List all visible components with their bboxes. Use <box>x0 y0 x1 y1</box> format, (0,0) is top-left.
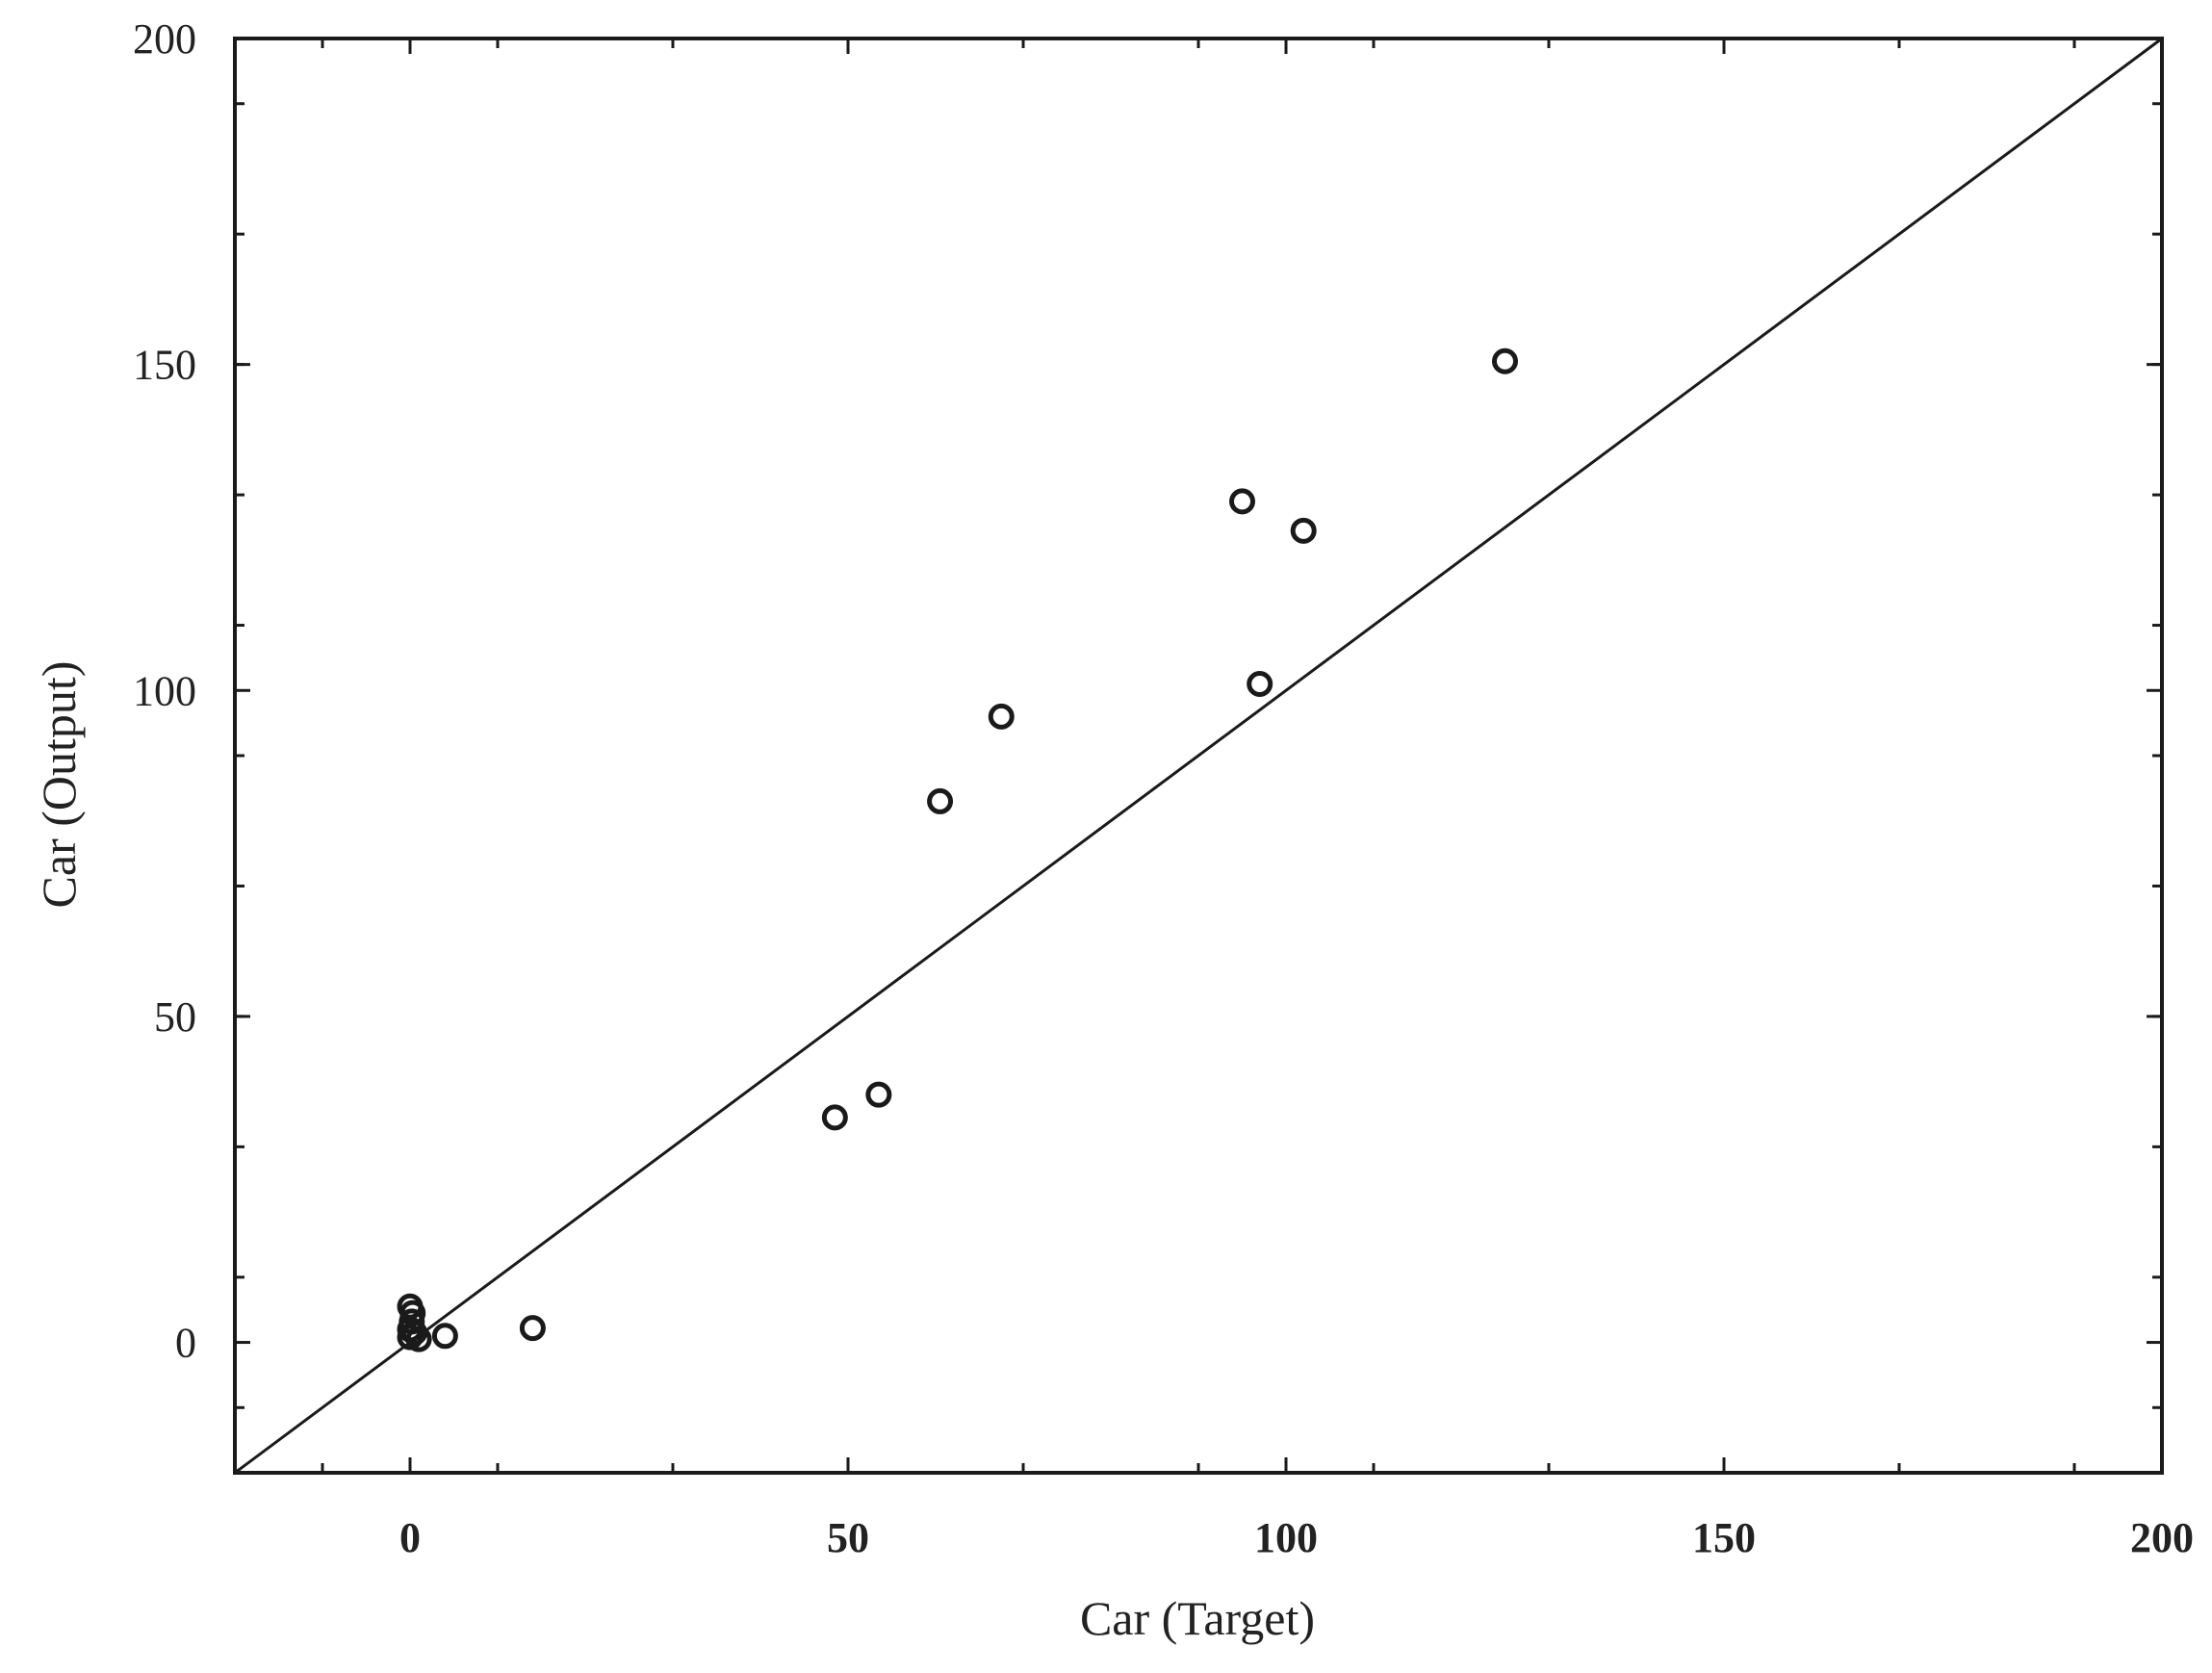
y-tick-label: 50 <box>154 993 196 1041</box>
chart-marks: 0 50 100 150 200 0 50 100 150 200 <box>133 15 2194 1561</box>
y-tick-label: 100 <box>133 667 196 714</box>
data-point <box>865 1081 892 1108</box>
data-point <box>821 1104 848 1131</box>
y-axis-title: Car (Output) <box>32 661 86 909</box>
data-point <box>988 703 1015 730</box>
x-tick-label: 100 <box>1254 1514 1318 1561</box>
identity-line <box>234 37 2163 1475</box>
x-axis-title: Car (Target) <box>1080 1591 1315 1645</box>
x-tick-label: 50 <box>827 1514 869 1561</box>
data-point <box>1290 517 1317 544</box>
data-point <box>1492 347 1518 374</box>
data-point <box>405 1326 432 1352</box>
y-tick-label: 150 <box>133 342 196 389</box>
x-tick-label: 0 <box>399 1514 421 1561</box>
x-tick-label: 200 <box>2130 1514 2194 1561</box>
y-tick-label: 200 <box>133 15 196 63</box>
data-point <box>1247 671 1273 697</box>
data-point <box>431 1323 458 1350</box>
x-tick-label: 150 <box>1692 1514 1756 1561</box>
data-point <box>519 1315 546 1342</box>
y-tick-label: 0 <box>175 1320 196 1367</box>
data-point <box>1229 488 1255 515</box>
data-point <box>927 787 954 814</box>
